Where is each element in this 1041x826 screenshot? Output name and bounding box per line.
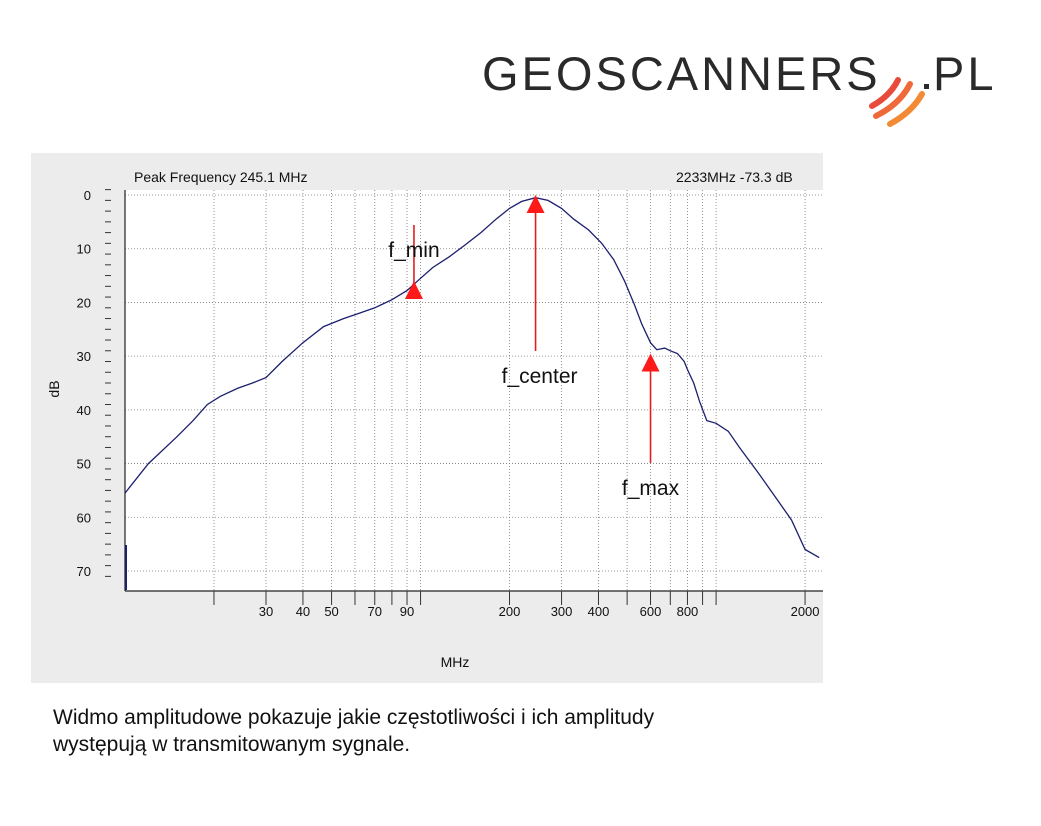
logo-text: GEOSCANNERS — [482, 47, 881, 100]
caption-line-2: występują w transmitowanym sygnale. — [53, 733, 411, 756]
signal-waves-icon — [869, 77, 925, 127]
y-tick-label: 60 — [77, 510, 91, 525]
spectrum-chart: Peak Frequency 245.1 MHz 2233MHz -73.3 d… — [31, 153, 823, 683]
y-tick-label: 20 — [77, 295, 91, 310]
y-tick-label: 10 — [77, 242, 91, 257]
x-tick-label: 600 — [640, 604, 662, 619]
y-axis-label: dB — [46, 380, 62, 397]
x-axis-label: MHz — [441, 654, 470, 670]
x-tick-label: 400 — [588, 604, 610, 619]
y-tick-label: 70 — [77, 564, 91, 579]
header-left: Peak Frequency 245.1 MHz — [134, 169, 308, 185]
x-tick-label: 300 — [551, 604, 573, 619]
annotations: f_min f_center f_max — [388, 195, 680, 500]
x-tick-label: 2000 — [791, 604, 820, 619]
x-tick-label: 70 — [368, 604, 382, 619]
logo-suffix: PL — [933, 47, 997, 100]
x-tick-label: 200 — [499, 604, 521, 619]
annotation-label: f_center — [502, 365, 578, 388]
plot-area — [125, 190, 823, 591]
x-tick-label: 90 — [400, 604, 414, 619]
caption-line-1: Widmo amplitudowe pokazuje jakie częstot… — [53, 706, 655, 729]
geoscanners-logo: GEOSCANNERS PL — [482, 47, 997, 127]
spectrum-line — [124, 197, 820, 559]
x-tick-label: 50 — [324, 604, 338, 619]
annotation-arrowhead — [404, 280, 423, 299]
grid — [125, 190, 823, 591]
annotation-label: f_max — [622, 477, 680, 500]
annotation-arrowhead — [641, 353, 660, 372]
x-tick-label: 800 — [677, 604, 699, 619]
y-tick-label: 40 — [77, 403, 91, 418]
y-tick-label: 50 — [77, 457, 91, 472]
annotation-arrowhead — [526, 195, 545, 213]
x-axis: 30 40 50 70 90 200 300 400 600 800 2000 — [125, 590, 823, 619]
annotation-label: f_min — [388, 239, 439, 262]
y-tick-label: 30 — [77, 349, 91, 364]
y-tick-label: 0 — [84, 188, 91, 203]
caption: Widmo amplitudowe pokazuje jakie częstot… — [53, 704, 953, 758]
logo-dot — [924, 84, 929, 89]
y-axis: 0 10 20 30 40 50 60 70 — [77, 188, 126, 591]
header-right: 2233MHz -73.3 dB — [676, 169, 793, 185]
x-tick-label: 40 — [296, 604, 310, 619]
x-tick-label: 30 — [259, 604, 273, 619]
